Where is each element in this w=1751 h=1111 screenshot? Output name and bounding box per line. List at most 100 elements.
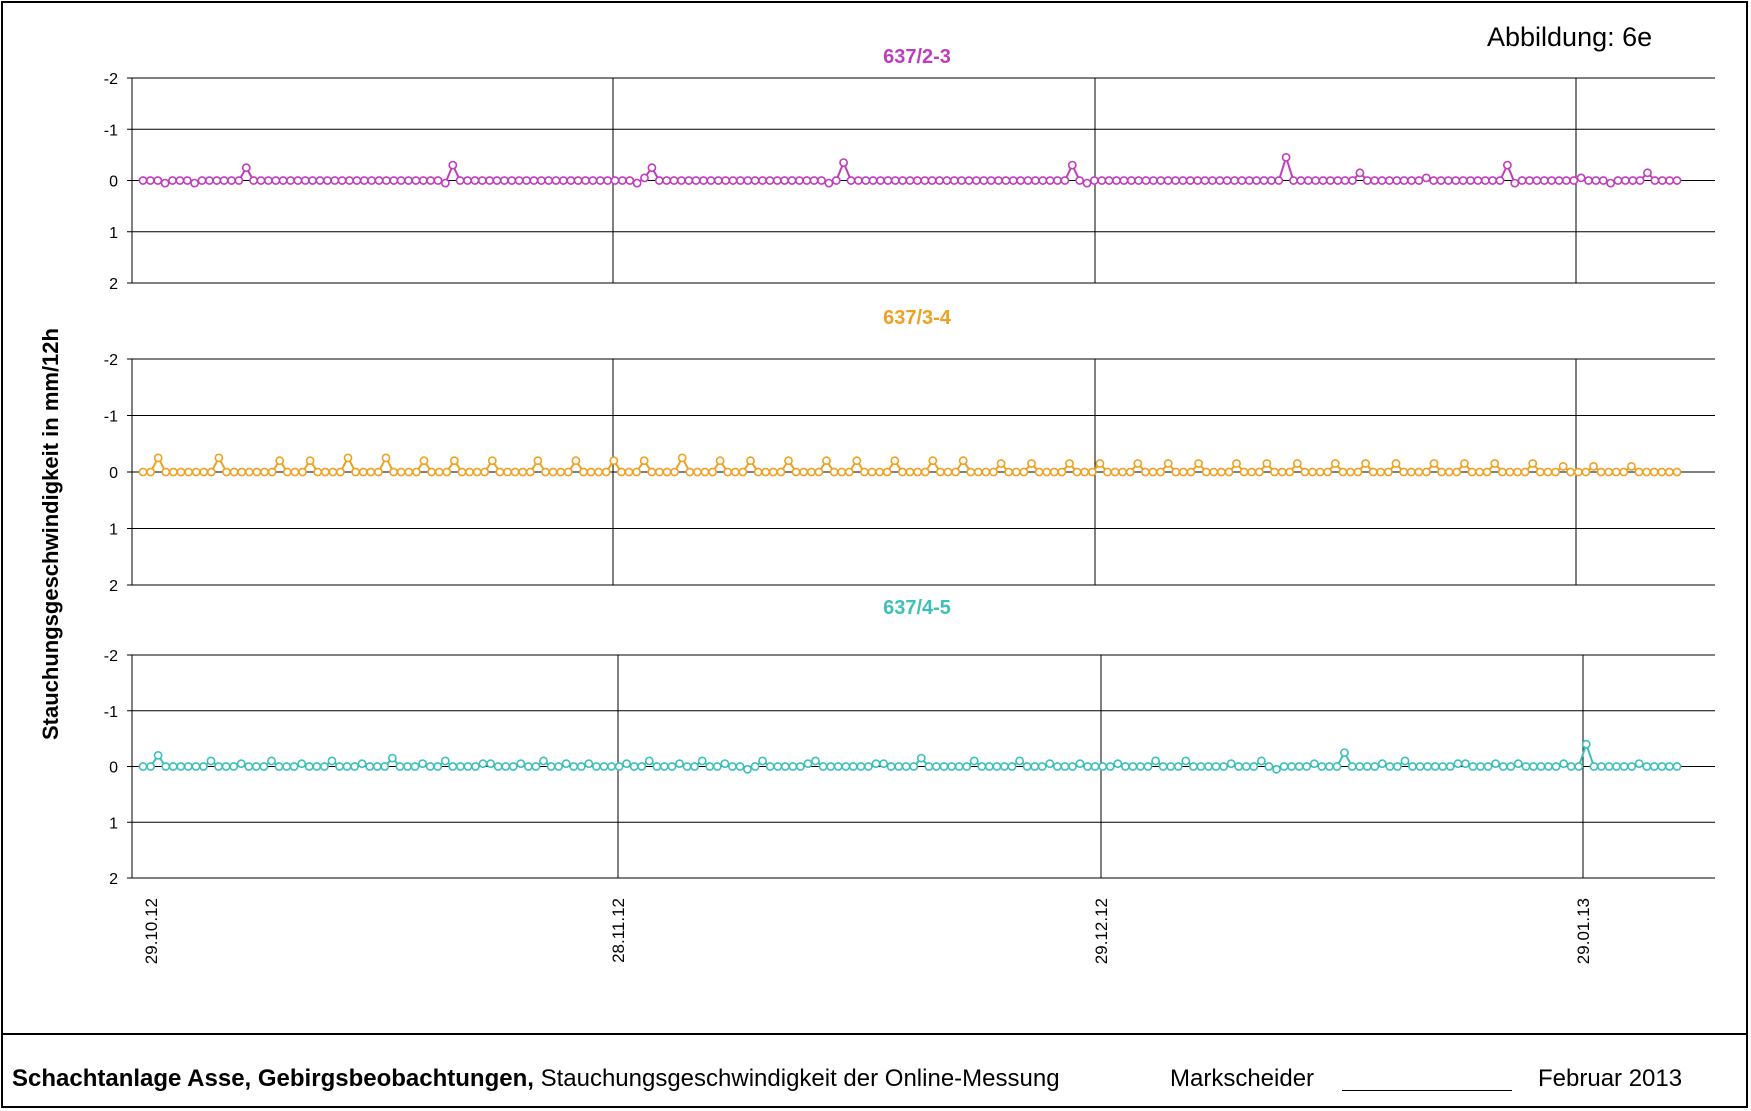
data-point [297,759,307,769]
data-point [1461,759,1470,769]
data-point [1330,459,1340,468]
data-point [229,467,239,477]
data-point [328,467,338,477]
data-point [1642,467,1651,477]
data-point [1444,176,1453,185]
data-point [1317,762,1327,771]
data-point [969,756,979,766]
data-point [290,467,300,477]
data-point [168,176,177,185]
data-point [1057,467,1067,477]
data-point [693,467,702,477]
data-point [1125,467,1135,477]
data-point [1133,459,1143,468]
data-point [367,176,376,185]
data-point [773,762,783,771]
data-point [1141,176,1151,185]
data-point [366,467,376,477]
data-point [1612,762,1621,771]
data-point [1429,459,1439,468]
data-point [1300,467,1310,477]
data-point [1377,759,1387,769]
data-point [396,176,406,185]
data-point [1473,176,1483,185]
data-point [221,762,231,771]
data-point [1642,762,1652,771]
data-point [455,762,465,771]
data-point [639,456,649,466]
data-point [1023,176,1033,185]
data-point [1215,176,1225,185]
data-point [579,467,588,477]
data-point [886,762,896,771]
data-point [720,759,730,769]
data-point [913,176,922,185]
data-point [1090,176,1099,185]
data-point [772,176,782,185]
data-point [594,467,603,477]
data-point [236,759,246,769]
data-point [743,764,752,774]
data-point [510,467,520,477]
data-point [1532,176,1542,185]
data-point [1467,467,1477,477]
data-point [300,176,310,185]
data-point [964,176,974,185]
data-point [525,467,535,477]
data-point [138,467,148,477]
data-point [350,762,359,771]
data-point [493,762,503,771]
data-point [1346,467,1355,477]
data-point [389,467,398,477]
data-point [222,467,231,477]
x-tick-label: 29.01.13 [1574,898,1593,964]
data-point [256,176,266,185]
data-point [320,467,330,477]
data-point [1544,762,1553,771]
data-point [1517,176,1527,185]
data-point [381,453,391,463]
footer-title-bold: Schachtanlage Asse, Gebirgsbeobachtungen… [12,1065,534,1092]
data-point [706,176,716,185]
data-point [831,176,841,185]
data-point [1619,467,1629,477]
data-point [690,762,699,771]
data-point [758,176,767,185]
data-point [753,467,763,477]
data-point [1400,756,1410,766]
data-point [1338,467,1348,477]
data-point [1422,467,1431,477]
data-point [1007,762,1017,771]
data-point [1060,176,1070,185]
data-point [761,467,771,477]
data-point [588,176,598,185]
data-point [1482,467,1492,477]
data-point [403,762,412,771]
data-point [1285,467,1295,477]
data-point [1657,467,1667,477]
y-tick-label: 2 [109,871,118,888]
y-tick-label: 0 [109,760,118,777]
data-point [1194,459,1203,468]
data-point [1657,762,1667,771]
data-point [1178,176,1188,185]
data-point [802,176,812,185]
data-point [533,456,543,466]
data-point [624,467,634,477]
data-point [274,762,284,771]
data-point [1134,176,1143,185]
data-point [1126,176,1136,185]
data-point [1584,176,1593,185]
data-point [839,158,848,167]
data-point [1053,176,1062,185]
data-point [780,762,790,771]
data-point [1277,467,1287,477]
data-point [298,467,307,477]
data-point [448,160,458,170]
data-point [1045,759,1055,769]
data-point [1672,176,1682,185]
data-point [426,176,435,185]
data-point [1323,467,1333,477]
data-point [684,176,694,185]
data-point [618,176,627,185]
